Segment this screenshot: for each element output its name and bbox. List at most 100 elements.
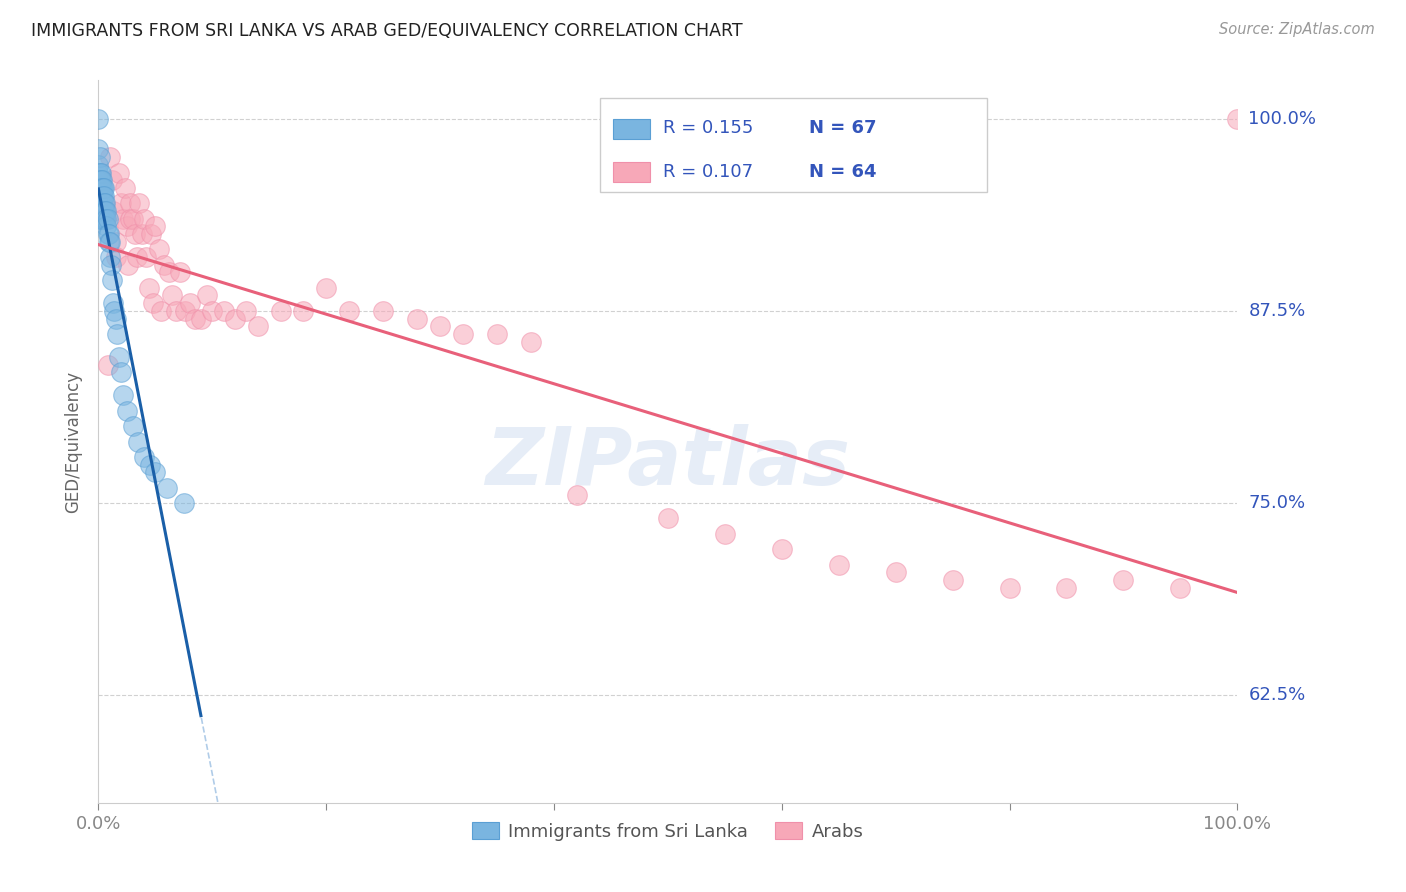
FancyBboxPatch shape <box>613 162 650 182</box>
Immigrants from Sri Lanka <box>121 419 143 434</box>
Immigrants from Sri Lanka <box>103 296 125 310</box>
Arabs <box>135 250 157 264</box>
Immigrants from Sri Lanka <box>104 311 127 326</box>
Arabs <box>148 243 170 257</box>
Arabs <box>103 203 125 218</box>
Arabs <box>828 558 851 572</box>
Immigrants from Sri Lanka <box>87 173 110 187</box>
Immigrants from Sri Lanka <box>173 496 195 510</box>
Immigrants from Sri Lanka <box>89 150 111 164</box>
Arabs <box>110 196 132 211</box>
Arabs <box>1170 581 1192 595</box>
Immigrants from Sri Lanka <box>90 181 112 195</box>
FancyBboxPatch shape <box>599 98 987 193</box>
Arabs <box>150 304 173 318</box>
Arabs <box>145 219 167 234</box>
Immigrants from Sri Lanka <box>100 258 122 272</box>
Arabs <box>165 304 187 318</box>
Immigrants from Sri Lanka <box>87 165 110 179</box>
Arabs <box>131 227 153 241</box>
Legend: Immigrants from Sri Lanka, Arabs: Immigrants from Sri Lanka, Arabs <box>465 815 870 848</box>
Arabs <box>139 227 162 241</box>
Immigrants from Sri Lanka <box>89 165 111 179</box>
Arabs <box>101 173 124 187</box>
Immigrants from Sri Lanka <box>105 326 128 341</box>
Immigrants from Sri Lanka <box>91 181 114 195</box>
Text: 100.0%: 100.0% <box>1249 110 1316 128</box>
Arabs <box>114 181 136 195</box>
Text: Source: ZipAtlas.com: Source: ZipAtlas.com <box>1219 22 1375 37</box>
Immigrants from Sri Lanka <box>87 188 110 202</box>
Arabs <box>190 311 212 326</box>
Arabs <box>120 211 142 226</box>
Immigrants from Sri Lanka <box>101 273 124 287</box>
Immigrants from Sri Lanka <box>94 196 117 211</box>
Immigrants from Sri Lanka <box>91 188 114 202</box>
Arabs <box>520 334 543 349</box>
Arabs <box>157 265 180 279</box>
Arabs <box>714 526 737 541</box>
Immigrants from Sri Lanka <box>93 211 115 226</box>
Text: ZIPatlas: ZIPatlas <box>485 425 851 502</box>
Immigrants from Sri Lanka <box>96 211 118 226</box>
Arabs <box>124 227 146 241</box>
Text: 62.5%: 62.5% <box>1249 686 1306 704</box>
Arabs <box>174 304 197 318</box>
Arabs <box>1054 581 1078 595</box>
Immigrants from Sri Lanka <box>91 211 114 226</box>
Immigrants from Sri Lanka <box>103 304 125 318</box>
Arabs <box>270 304 292 318</box>
Immigrants from Sri Lanka <box>93 203 115 218</box>
Immigrants from Sri Lanka <box>94 211 117 226</box>
Immigrants from Sri Lanka <box>138 458 160 472</box>
Immigrants from Sri Lanka <box>96 227 118 241</box>
Immigrants from Sri Lanka <box>87 158 110 172</box>
Immigrants from Sri Lanka <box>96 219 118 234</box>
Immigrants from Sri Lanka <box>132 450 155 464</box>
Immigrants from Sri Lanka <box>89 211 111 226</box>
Immigrants from Sri Lanka <box>89 203 111 218</box>
Arabs <box>104 250 127 264</box>
Immigrants from Sri Lanka <box>90 203 112 218</box>
Arabs <box>195 288 218 302</box>
Arabs <box>212 304 235 318</box>
Arabs <box>153 258 176 272</box>
Arabs <box>117 258 139 272</box>
Immigrants from Sri Lanka <box>90 173 112 187</box>
Immigrants from Sri Lanka <box>87 143 110 157</box>
Immigrants from Sri Lanka <box>97 227 120 241</box>
Immigrants from Sri Lanka <box>127 434 149 449</box>
Immigrants from Sri Lanka <box>90 173 112 187</box>
Immigrants from Sri Lanka <box>90 211 112 226</box>
Immigrants from Sri Lanka <box>90 196 112 211</box>
Immigrants from Sri Lanka <box>115 404 138 418</box>
Immigrants from Sri Lanka <box>96 203 118 218</box>
Arabs <box>371 304 394 318</box>
Arabs <box>942 573 965 587</box>
Arabs <box>96 358 118 372</box>
Arabs <box>201 304 224 318</box>
Immigrants from Sri Lanka <box>89 181 111 195</box>
Immigrants from Sri Lanka <box>97 235 120 249</box>
Arabs <box>138 281 160 295</box>
Arabs <box>246 319 269 334</box>
Arabs <box>565 488 588 502</box>
Immigrants from Sri Lanka <box>90 188 112 202</box>
Immigrants from Sri Lanka <box>90 211 112 226</box>
Arabs <box>224 311 246 326</box>
Text: 75.0%: 75.0% <box>1249 494 1306 512</box>
Arabs <box>1112 573 1135 587</box>
Immigrants from Sri Lanka <box>91 203 114 218</box>
FancyBboxPatch shape <box>613 120 650 139</box>
Arabs <box>162 288 184 302</box>
Arabs <box>429 319 451 334</box>
Y-axis label: GED/Equivalency: GED/Equivalency <box>65 370 83 513</box>
Text: R = 0.107: R = 0.107 <box>664 162 754 180</box>
Arabs <box>115 219 138 234</box>
Immigrants from Sri Lanka <box>89 173 111 187</box>
Arabs <box>998 581 1021 595</box>
Arabs <box>337 304 360 318</box>
Immigrants from Sri Lanka <box>98 250 121 264</box>
Arabs <box>98 150 121 164</box>
Immigrants from Sri Lanka <box>90 165 112 179</box>
